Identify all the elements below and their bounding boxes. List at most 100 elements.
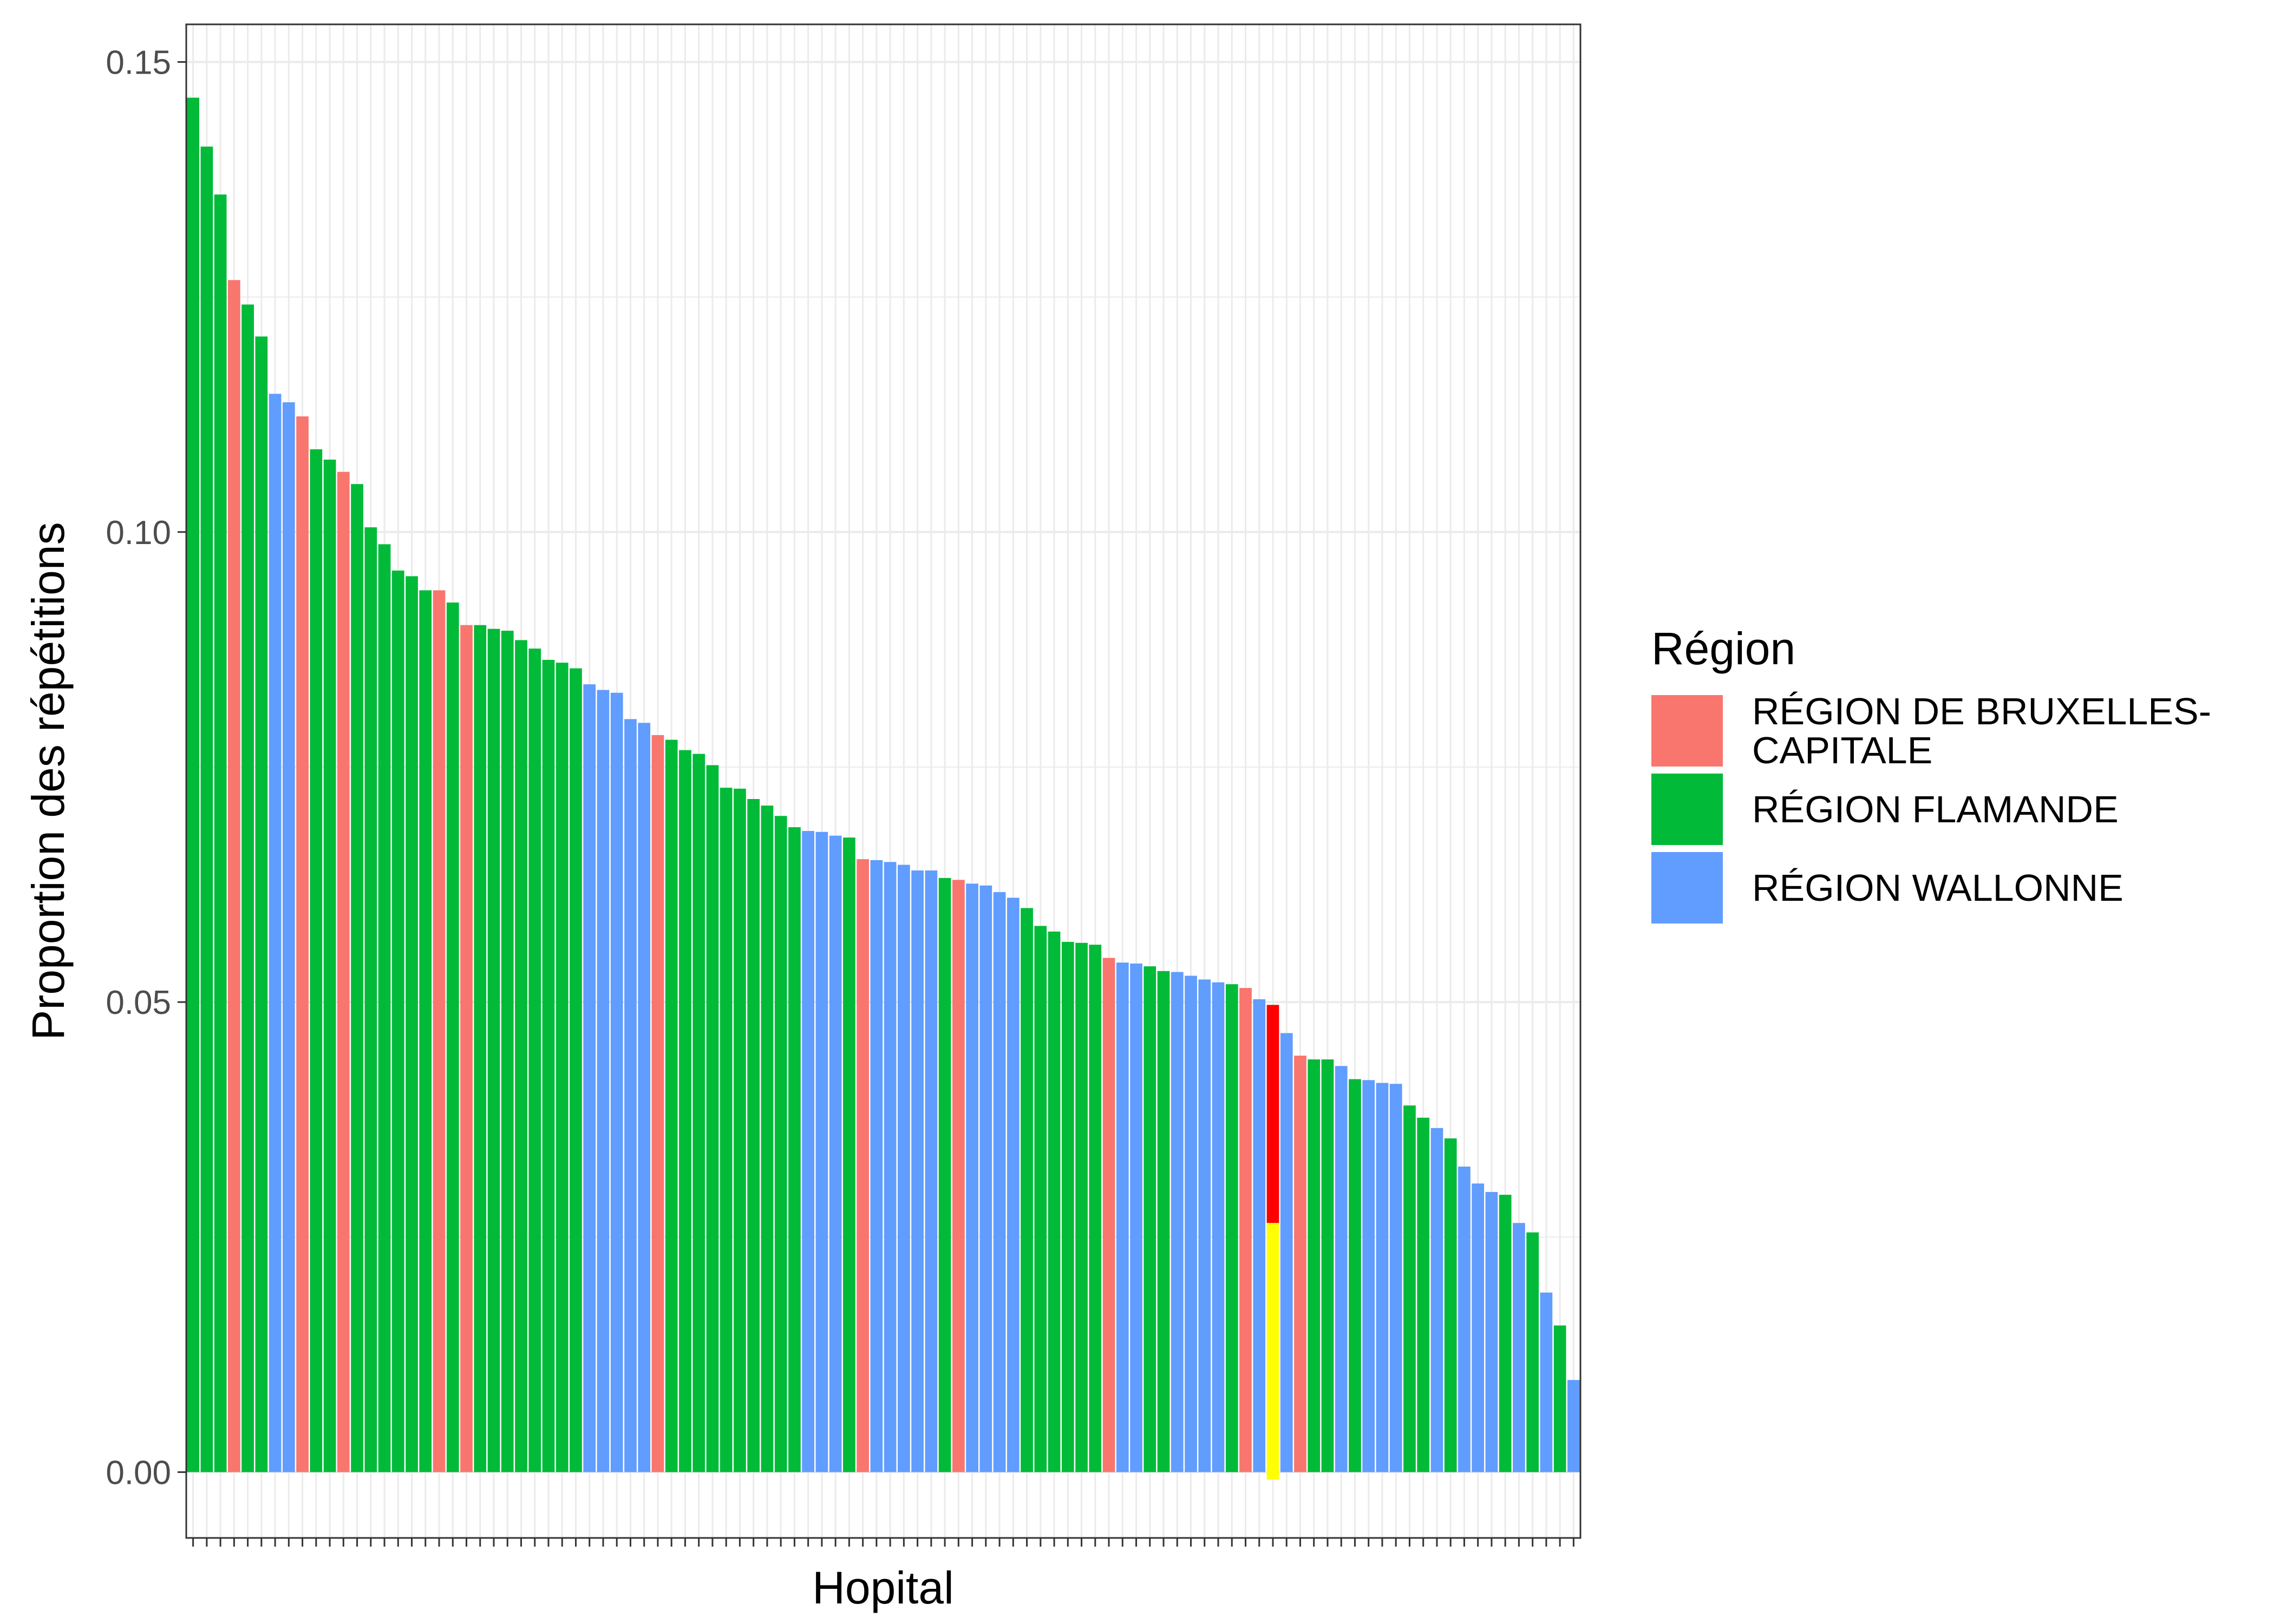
bar bbox=[1526, 1232, 1539, 1472]
bar bbox=[487, 628, 500, 1472]
bar bbox=[1335, 1066, 1348, 1472]
y-tick-label: 0.00 bbox=[106, 1454, 171, 1491]
bar bbox=[774, 816, 787, 1472]
bar bbox=[1308, 1059, 1321, 1472]
bar bbox=[1171, 972, 1184, 1472]
bar bbox=[255, 336, 268, 1472]
legend-key-wallonne bbox=[1651, 852, 1723, 924]
bars bbox=[187, 97, 1580, 1480]
legend-item-wallonne: RÉGION WALLONNE bbox=[1651, 848, 2274, 927]
bar bbox=[200, 146, 213, 1472]
plot-background bbox=[186, 24, 1580, 1538]
legend-title: Région bbox=[1651, 623, 1796, 674]
bar bbox=[583, 684, 596, 1472]
bar bbox=[1198, 979, 1211, 1472]
bar bbox=[788, 827, 801, 1472]
bar bbox=[1472, 1183, 1485, 1472]
bar bbox=[501, 631, 514, 1472]
plot-border bbox=[185, 23, 1582, 1539]
bar bbox=[1239, 988, 1252, 1472]
bar bbox=[1321, 1059, 1334, 1472]
bar bbox=[241, 304, 254, 1472]
bar bbox=[269, 394, 282, 1472]
bar bbox=[570, 668, 582, 1472]
bar bbox=[1007, 898, 1020, 1472]
bar bbox=[1253, 999, 1266, 1472]
bar bbox=[966, 883, 978, 1472]
legend-label-wallonne: RÉGION WALLONNE bbox=[1752, 866, 2123, 909]
bar bbox=[692, 754, 705, 1472]
bar bbox=[925, 870, 938, 1472]
bar bbox=[706, 765, 719, 1472]
bar bbox=[911, 870, 924, 1472]
bar bbox=[1102, 958, 1115, 1472]
bar bbox=[419, 590, 432, 1472]
bar bbox=[1075, 942, 1088, 1472]
y-tick-label: 0.05 bbox=[106, 984, 171, 1021]
y-tick-label: 0.15 bbox=[106, 44, 171, 81]
bar bbox=[1294, 1056, 1306, 1472]
axes: 0.00 0.05 0.10 0.15 bbox=[106, 44, 1574, 1547]
bar bbox=[870, 860, 883, 1472]
bar bbox=[1458, 1167, 1471, 1472]
legend-label-flamande: RÉGION FLAMANDE bbox=[1752, 788, 2119, 830]
bar-highlight-upper bbox=[1266, 1005, 1279, 1223]
bar bbox=[1444, 1138, 1457, 1472]
bar bbox=[310, 449, 323, 1472]
bar bbox=[446, 603, 459, 1472]
bar bbox=[624, 719, 637, 1472]
bar bbox=[734, 788, 746, 1472]
bar bbox=[802, 831, 815, 1472]
bar bbox=[337, 472, 350, 1472]
legend-item-bruxelles: RÉGION DE BRUXELLES-CAPITALE bbox=[1651, 691, 2274, 770]
bar bbox=[993, 892, 1006, 1472]
bar bbox=[1430, 1128, 1443, 1472]
legend-key-bruxelles bbox=[1651, 695, 1723, 767]
bar bbox=[952, 880, 965, 1472]
bar bbox=[1499, 1195, 1512, 1472]
bar bbox=[187, 97, 199, 1472]
bar bbox=[1021, 908, 1033, 1472]
bar bbox=[1089, 945, 1102, 1472]
bar bbox=[679, 750, 691, 1472]
bar bbox=[556, 663, 568, 1472]
bar bbox=[1116, 962, 1129, 1472]
bar bbox=[433, 590, 446, 1472]
y-axis-title: Proportion des répétitions bbox=[23, 522, 74, 1040]
bar bbox=[1130, 963, 1142, 1472]
bar bbox=[665, 739, 678, 1472]
bar bbox=[884, 862, 897, 1472]
bar bbox=[515, 640, 527, 1472]
bar bbox=[1143, 966, 1156, 1472]
bar bbox=[1349, 1079, 1361, 1472]
bar bbox=[474, 625, 487, 1472]
bar bbox=[214, 194, 227, 1472]
bar bbox=[638, 723, 651, 1472]
bar bbox=[1540, 1292, 1553, 1472]
bar bbox=[1362, 1080, 1375, 1472]
bar bbox=[979, 885, 992, 1472]
bar bbox=[1513, 1223, 1525, 1472]
bar bbox=[1185, 975, 1197, 1472]
bar bbox=[351, 484, 363, 1472]
bar bbox=[323, 460, 336, 1472]
bar bbox=[296, 416, 309, 1472]
bar bbox=[815, 831, 828, 1472]
bar-highlight-lower bbox=[1266, 1223, 1279, 1480]
bar bbox=[747, 798, 760, 1472]
bar bbox=[1567, 1380, 1580, 1472]
bar bbox=[720, 788, 733, 1472]
bar bbox=[1212, 982, 1225, 1472]
bar bbox=[829, 835, 842, 1472]
bar bbox=[364, 527, 377, 1472]
bar bbox=[857, 859, 869, 1472]
bar bbox=[1389, 1084, 1402, 1472]
bar bbox=[1553, 1325, 1566, 1472]
legend: Région RÉGION DE BRUXELLES-CAPITALE RÉGI… bbox=[1651, 623, 2274, 927]
bar bbox=[542, 659, 555, 1472]
legend-key-flamande bbox=[1651, 773, 1723, 845]
bar bbox=[597, 690, 610, 1472]
bar bbox=[651, 735, 664, 1472]
bar bbox=[898, 865, 910, 1472]
bar bbox=[227, 280, 240, 1472]
